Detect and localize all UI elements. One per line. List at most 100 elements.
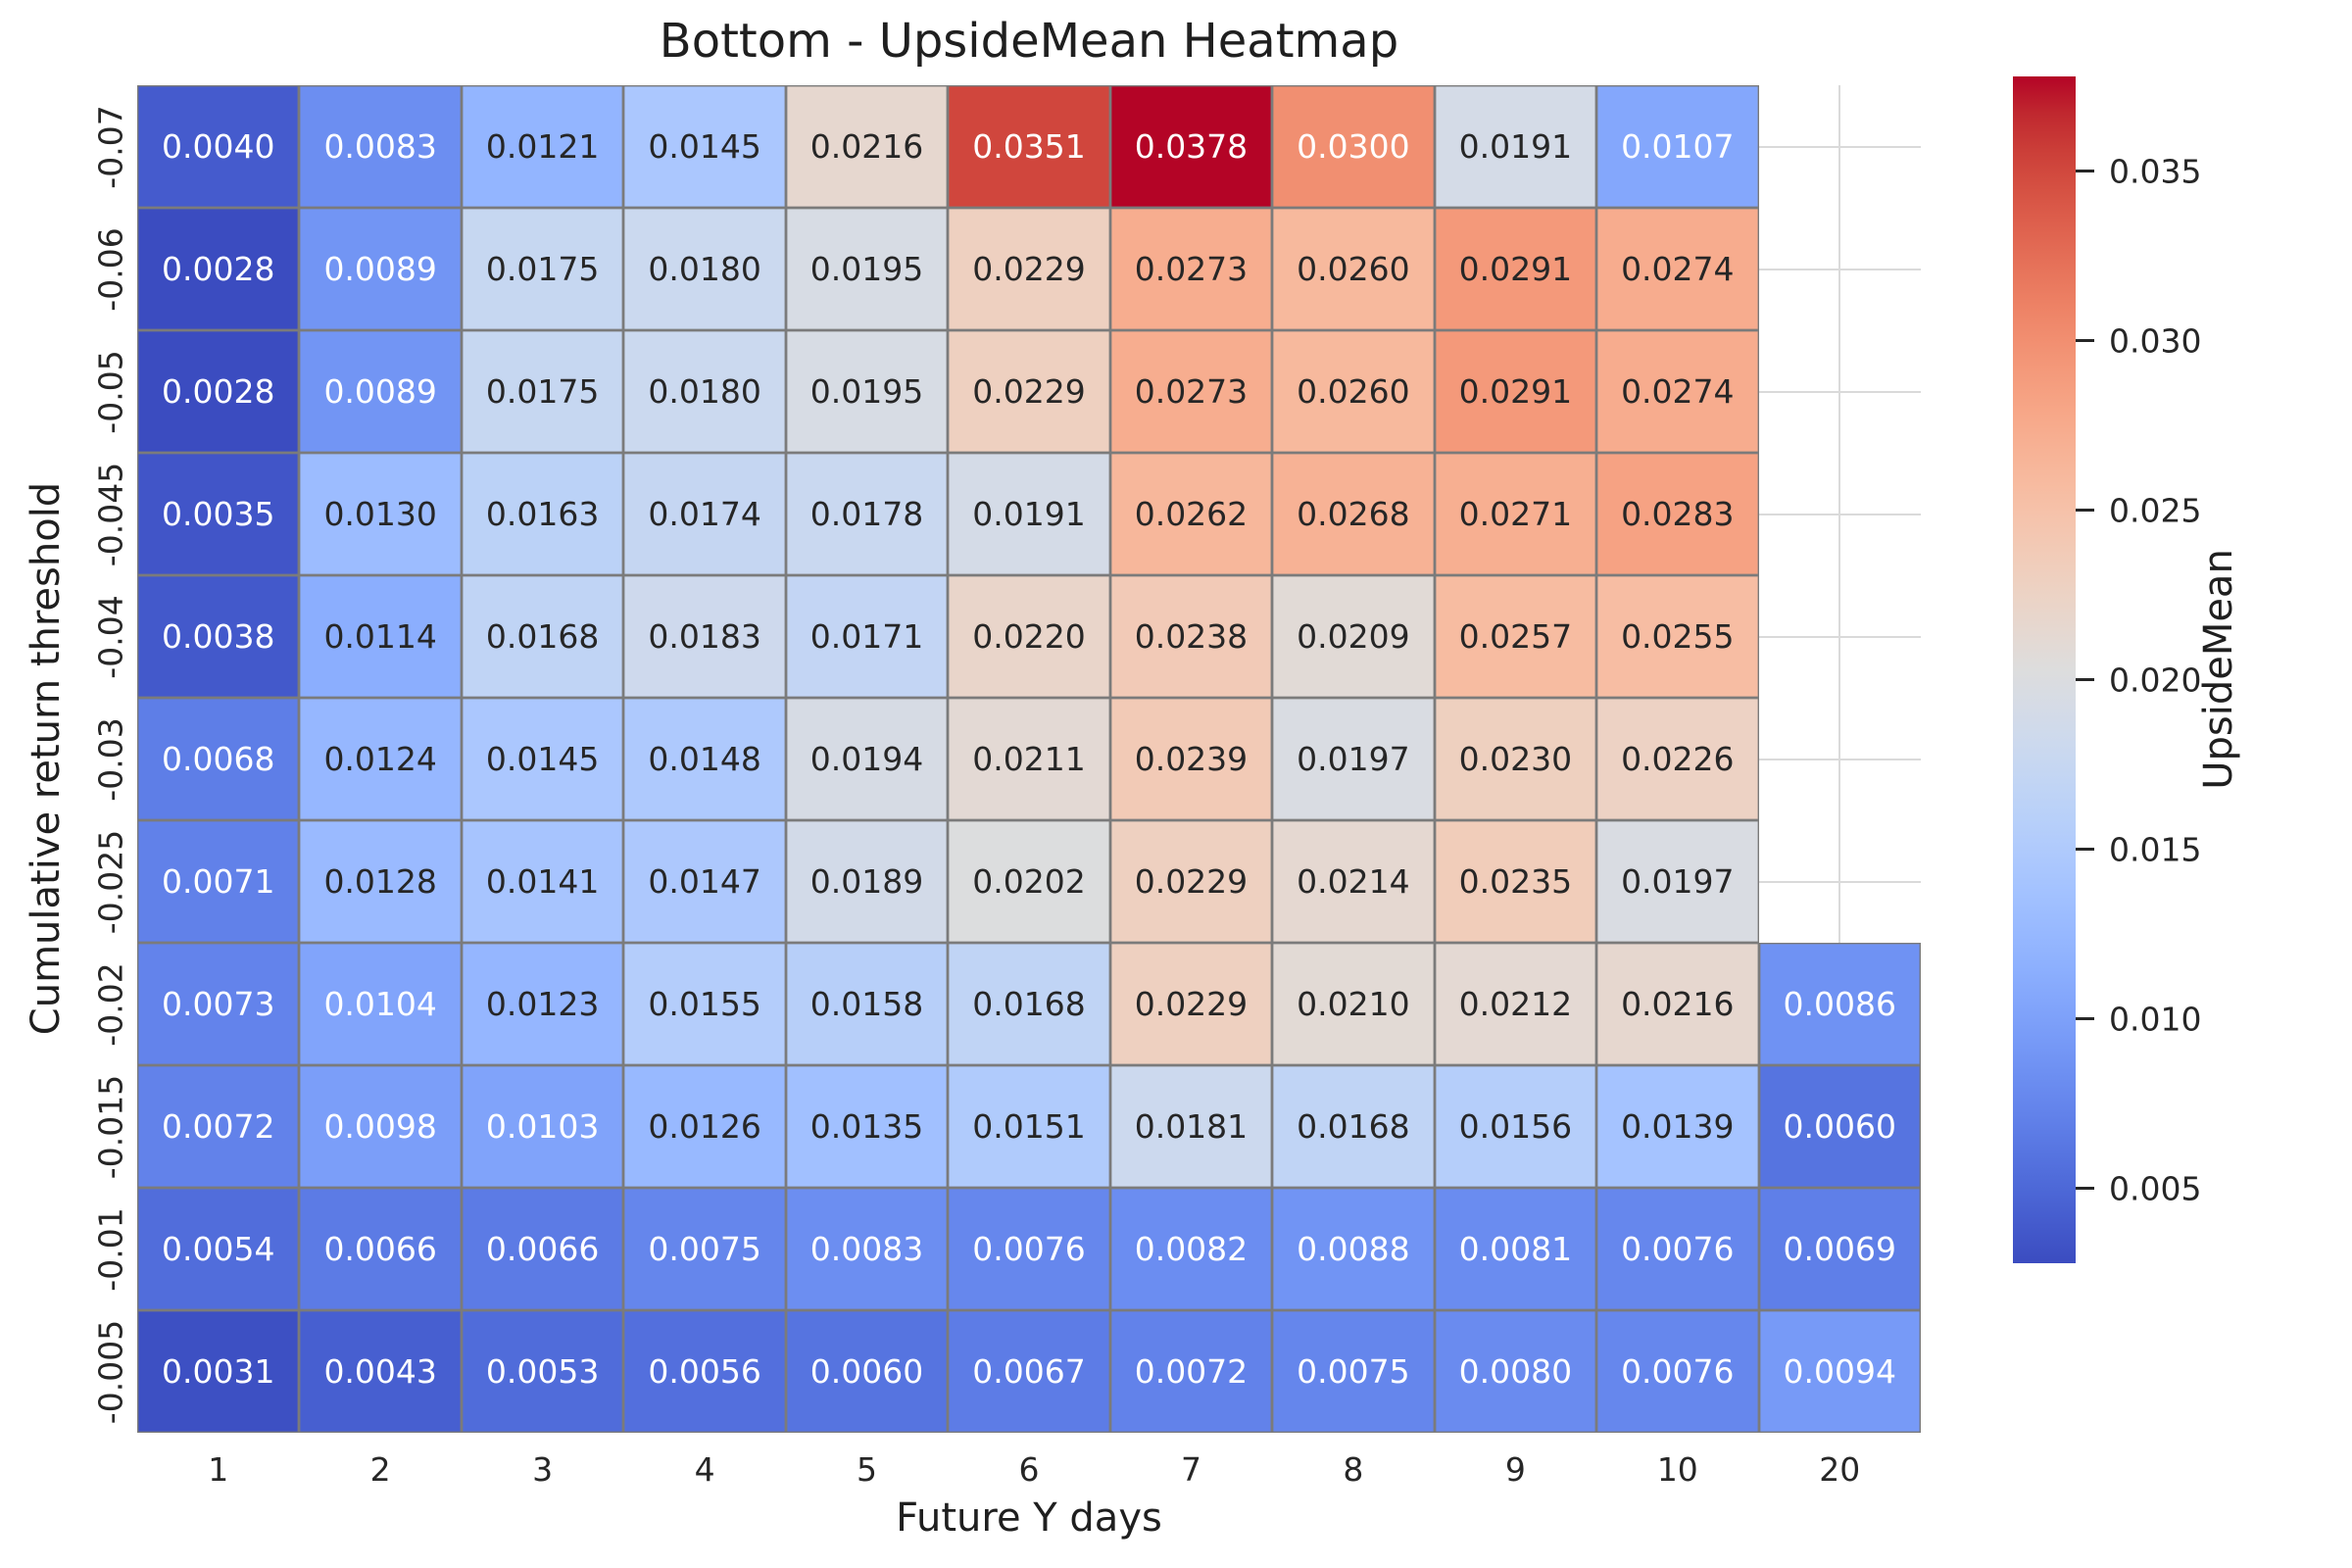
heatmap-cell: 0.0066 <box>299 1188 462 1310</box>
y-tick-label: -0.07 <box>91 104 130 189</box>
heatmap-cell: 0.0175 <box>461 208 624 330</box>
heatmap-cell: 0.0028 <box>137 330 300 453</box>
heatmap-cell: 0.0235 <box>1434 820 1597 943</box>
x-axis-label: Future Y days <box>896 1495 1162 1541</box>
heatmap-cell: 0.0083 <box>299 85 462 208</box>
heatmap-cell: 0.0145 <box>623 85 786 208</box>
heatmap-cell: 0.0291 <box>1434 208 1597 330</box>
colorbar-tick-mark <box>2076 1017 2094 1021</box>
heatmap-cell: 0.0194 <box>785 698 949 820</box>
y-tick-label: -0.03 <box>91 716 130 802</box>
heatmap-cell-empty <box>1758 330 1922 453</box>
heatmap-cell: 0.0151 <box>948 1065 1110 1188</box>
x-tick-label: 6 <box>1018 1450 1040 1489</box>
heatmap-cell: 0.0069 <box>1758 1188 1921 1310</box>
heatmap-cell: 0.0197 <box>1272 698 1435 820</box>
heatmap-cell: 0.0089 <box>299 330 462 453</box>
heatmap-cell: 0.0273 <box>1109 208 1273 330</box>
heatmap-cell: 0.0163 <box>461 453 624 575</box>
colorbar-tick-label: 0.025 <box>2109 491 2202 530</box>
heatmap-cell: 0.0229 <box>1109 943 1273 1065</box>
x-tick-label: 3 <box>532 1450 554 1489</box>
heatmap-cell: 0.0121 <box>461 85 624 208</box>
heatmap-cell: 0.0268 <box>1272 453 1435 575</box>
heatmap-cell: 0.0378 <box>1109 85 1273 208</box>
heatmap-cell: 0.0098 <box>299 1065 462 1188</box>
y-tick-label: -0.045 <box>91 462 130 566</box>
heatmap-cell-empty <box>1758 820 1922 943</box>
heatmap-cell: 0.0183 <box>623 575 786 698</box>
colorbar-tick-mark <box>2076 509 2094 513</box>
heatmap-cell: 0.0141 <box>461 820 624 943</box>
colorbar-tick-label: 0.010 <box>2109 1000 2202 1039</box>
heatmap-cell: 0.0071 <box>137 820 300 943</box>
colorbar-tick-label: 0.015 <box>2109 830 2202 869</box>
heatmap-cell: 0.0086 <box>1758 943 1921 1065</box>
colorbar-tick-mark <box>2076 848 2094 852</box>
heatmap-cell: 0.0260 <box>1272 330 1435 453</box>
heatmap-cell: 0.0274 <box>1596 208 1759 330</box>
heatmap-cell: 0.0156 <box>1434 1065 1597 1188</box>
heatmap-cell: 0.0216 <box>785 85 949 208</box>
heatmap-cell: 0.0073 <box>137 943 300 1065</box>
heatmap-cell: 0.0126 <box>623 1065 786 1188</box>
heatmap-cell: 0.0088 <box>1272 1188 1435 1310</box>
heatmap-cell: 0.0197 <box>1596 820 1759 943</box>
heatmap-cell-empty <box>1758 698 1922 820</box>
x-tick-label: 4 <box>694 1450 715 1489</box>
heatmap-cell: 0.0168 <box>1272 1065 1435 1188</box>
heatmap-cell: 0.0171 <box>785 575 949 698</box>
heatmap-cell: 0.0181 <box>1109 1065 1273 1188</box>
heatmap-cell: 0.0076 <box>948 1188 1110 1310</box>
heatmap-cell: 0.0226 <box>1596 698 1759 820</box>
heatmap-cell: 0.0031 <box>137 1310 300 1433</box>
heatmap-cell: 0.0168 <box>948 943 1110 1065</box>
heatmap-cell: 0.0257 <box>1434 575 1597 698</box>
heatmap-cell: 0.0158 <box>785 943 949 1065</box>
y-tick-label: -0.01 <box>91 1206 130 1292</box>
heatmap-cell-empty <box>1758 208 1922 330</box>
heatmap-cell: 0.0262 <box>1109 453 1273 575</box>
heatmap-cell: 0.0060 <box>1758 1065 1921 1188</box>
heatmap-cell: 0.0060 <box>785 1310 949 1433</box>
colorbar-tick-mark <box>2076 1187 2094 1191</box>
heatmap-cell: 0.0178 <box>785 453 949 575</box>
heatmap-cell: 0.0168 <box>461 575 624 698</box>
heatmap-cell: 0.0229 <box>1109 820 1273 943</box>
heatmap-cell: 0.0104 <box>299 943 462 1065</box>
heatmap-cell: 0.0273 <box>1109 330 1273 453</box>
heatmap-cell: 0.0103 <box>461 1065 624 1188</box>
heatmap-cell: 0.0067 <box>948 1310 1110 1433</box>
heatmap-cell: 0.0075 <box>1272 1310 1435 1433</box>
heatmap-cell: 0.0076 <box>1596 1188 1759 1310</box>
heatmap-cell: 0.0191 <box>948 453 1110 575</box>
heatmap-cell: 0.0028 <box>137 208 300 330</box>
heatmap-cell: 0.0260 <box>1272 208 1435 330</box>
colorbar-tick-mark <box>2076 339 2094 343</box>
heatmap-cell: 0.0351 <box>948 85 1110 208</box>
heatmap-cell: 0.0124 <box>299 698 462 820</box>
y-tick-label: -0.015 <box>91 1074 130 1179</box>
heatmap-cell: 0.0283 <box>1596 453 1759 575</box>
heatmap-cell: 0.0300 <box>1272 85 1435 208</box>
heatmap-cell: 0.0066 <box>461 1188 624 1310</box>
heatmap-cell: 0.0180 <box>623 330 786 453</box>
heatmap-cell: 0.0229 <box>948 330 1110 453</box>
heatmap-cell: 0.0082 <box>1109 1188 1273 1310</box>
heatmap-cell: 0.0255 <box>1596 575 1759 698</box>
heatmap-cell: 0.0209 <box>1272 575 1435 698</box>
colorbar-tick-label: 0.035 <box>2109 152 2202 191</box>
heatmap-cell: 0.0189 <box>785 820 949 943</box>
heatmap-cell: 0.0145 <box>461 698 624 820</box>
heatmap-cell: 0.0075 <box>623 1188 786 1310</box>
heatmap-cell: 0.0229 <box>948 208 1110 330</box>
heatmap-cell: 0.0195 <box>785 330 949 453</box>
heatmap-cell: 0.0180 <box>623 208 786 330</box>
heatmap-cell: 0.0080 <box>1434 1310 1597 1433</box>
heatmap-cell: 0.0083 <box>785 1188 949 1310</box>
y-axis-label: Cumulative return threshold <box>24 481 69 1036</box>
chart-title: Bottom - UpsideMean Heatmap <box>659 14 1399 69</box>
heatmap-cell-empty <box>1758 575 1922 698</box>
y-tick-label: -0.025 <box>91 829 130 934</box>
heatmap-cell: 0.0128 <box>299 820 462 943</box>
